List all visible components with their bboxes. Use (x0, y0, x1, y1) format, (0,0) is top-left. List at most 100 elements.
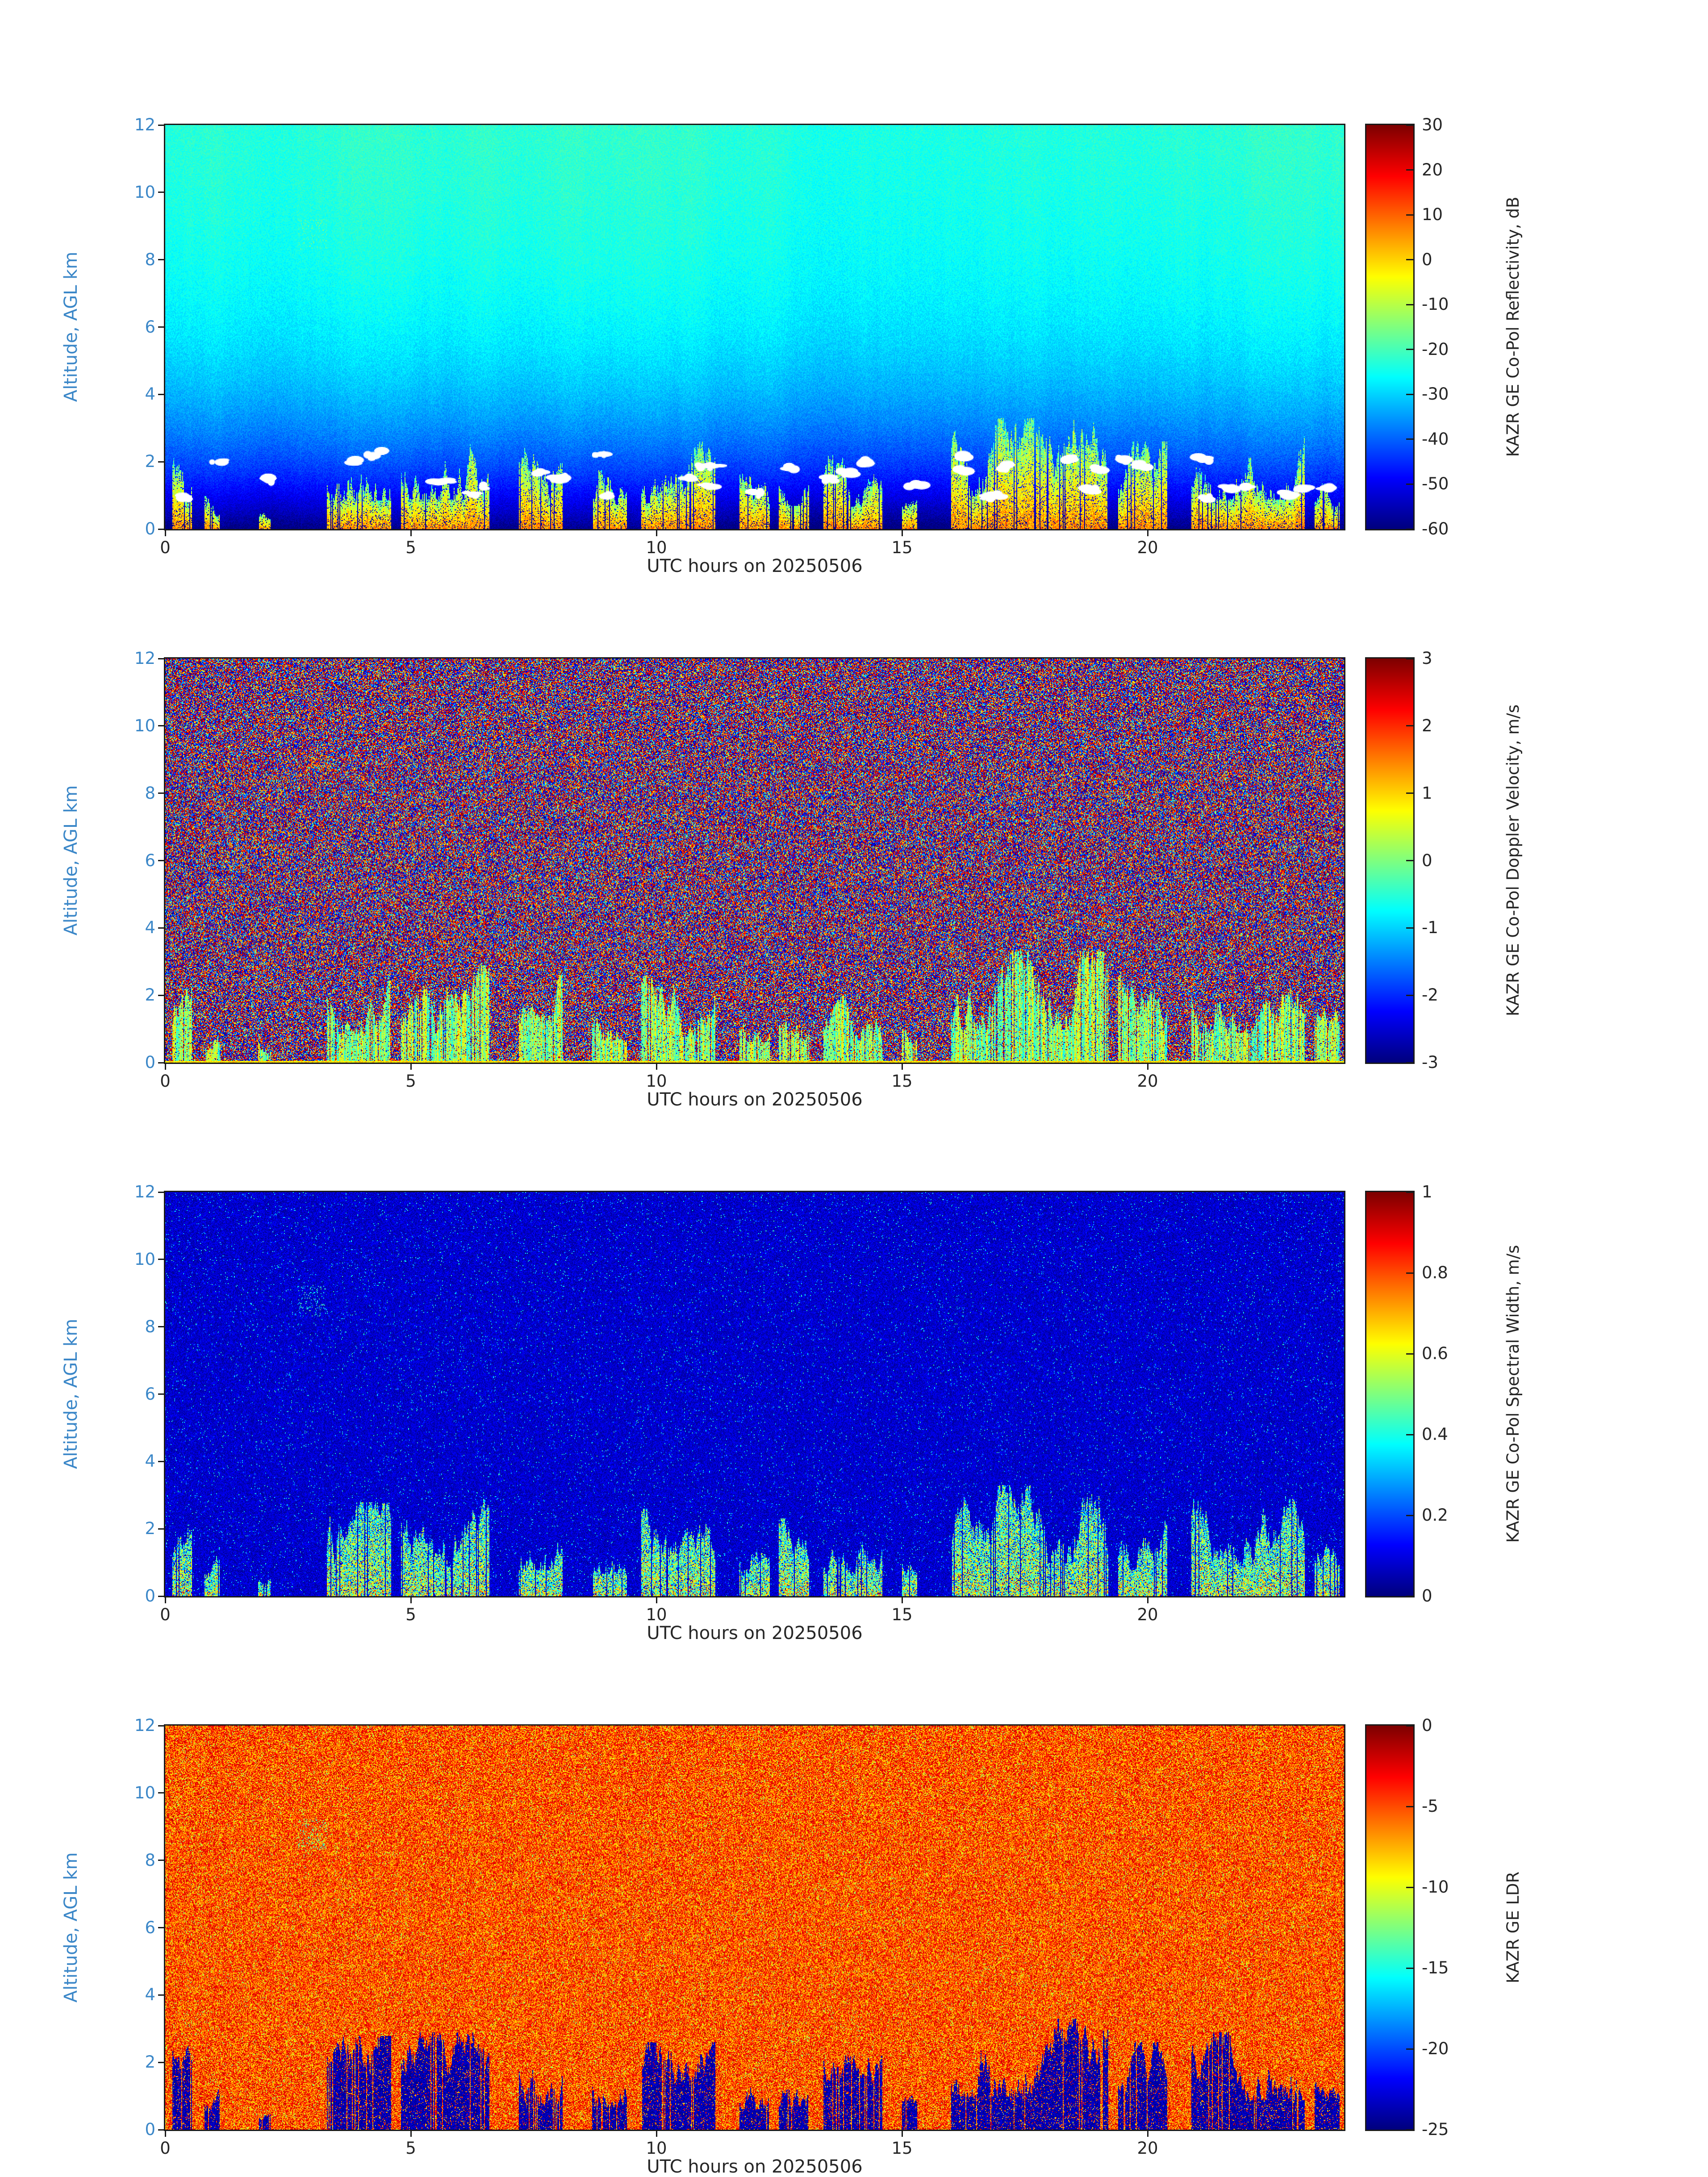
y-tick-mark (158, 860, 165, 861)
x-tick-label: 10 (646, 538, 667, 557)
colorbar-tick-mark (1406, 349, 1413, 350)
colorbar-tick-mark (1406, 1886, 1413, 1888)
x-tick-mark (901, 1063, 903, 1070)
y-tick-mark (158, 528, 165, 530)
y-tick-label: 8 (145, 1850, 155, 1870)
colorbar-tick-mark (1406, 1353, 1413, 1355)
y-tick-mark (158, 1792, 165, 1794)
x-tick-label: 15 (891, 2139, 913, 2158)
y-tick-label: 0 (145, 2120, 155, 2139)
y-tick-label: 12 (134, 1716, 155, 1735)
x-tick-label: 15 (891, 1605, 913, 1624)
panel-spectral-width: Altitude, AGL km KAZR GE Co-Pol Spectral… (0, 1109, 1708, 1643)
colorbar-tick-label: 20 (1422, 160, 1443, 179)
colorbar-tick-label: -20 (1422, 2039, 1449, 2058)
colorbar-tick-mark (1406, 1514, 1413, 1516)
colorbar-tick-mark (1406, 2129, 1413, 2131)
y-tick-mark (158, 393, 165, 395)
heatmap-ldr (165, 1726, 1344, 2130)
panel-reflectivity: Altitude, AGL km KAZR GE Co-Pol Reflecti… (0, 42, 1708, 576)
y-tick-label: 10 (134, 1249, 155, 1269)
colorbar-tick-mark (1406, 483, 1413, 485)
colorbar-tick-label: 1 (1422, 783, 1432, 803)
colorbar-tick-mark (1406, 438, 1413, 440)
heatmap-spectral-width (165, 1192, 1344, 1596)
colorbar-tick-mark (1406, 1595, 1413, 1597)
x-tick-label: 0 (160, 2139, 171, 2158)
colorbar-tick-mark (1406, 1062, 1413, 1063)
y-axis-label: Altitude, AGL km (61, 1852, 81, 2003)
x-tick-label: 10 (646, 1072, 667, 1091)
y-tick-label: 10 (134, 1783, 155, 1802)
colorbar-tick-label: -3 (1422, 1053, 1438, 1072)
colorbar-tick-label: -60 (1422, 519, 1449, 538)
panel-ldr: Altitude, AGL km KAZR GE LDR UTC hours o… (0, 1643, 1708, 2177)
x-tick-mark (901, 529, 903, 536)
y-tick-mark (158, 1062, 165, 1063)
y-tick-label: 2 (145, 2052, 155, 2072)
y-tick-label: 10 (134, 182, 155, 202)
y-tick-mark (158, 1725, 165, 1727)
y-tick-mark (158, 2061, 165, 2063)
x-tick-label: 5 (405, 1605, 416, 1624)
y-tick-mark (158, 1595, 165, 1597)
y-tick-label: 2 (145, 452, 155, 471)
y-tick-label: 4 (145, 918, 155, 938)
y-axis-label: Altitude, AGL km (61, 251, 81, 402)
y-tick-mark (158, 1927, 165, 1928)
y-axis-label: Altitude, AGL km (61, 785, 81, 936)
colorbar-tick-mark (1406, 214, 1413, 216)
colorbar-tick-mark (1406, 259, 1413, 261)
colorbar-tick-mark (1406, 124, 1413, 126)
x-tick-label: 20 (1137, 1605, 1158, 1624)
colorbar-tick-label: 0.8 (1422, 1263, 1448, 1282)
y-tick-mark (158, 1191, 165, 1193)
x-tick-label: 0 (160, 538, 171, 557)
y-tick-label: 8 (145, 783, 155, 803)
colorbar-tick-label: 30 (1422, 115, 1443, 134)
colorbar-tick-label: 1 (1422, 1182, 1432, 1201)
colorbar-tick-label: -25 (1422, 2120, 1449, 2139)
y-tick-label: 12 (134, 1182, 155, 1201)
x-tick-mark (1147, 1596, 1148, 1603)
colorbar-tick-label: 2 (1422, 716, 1432, 735)
x-tick-mark (1147, 1063, 1148, 1070)
colorbar-tick-label: 0 (1422, 250, 1432, 269)
colorbar-tick-mark (1406, 528, 1413, 530)
colorbar-tick-label: -20 (1422, 339, 1449, 359)
x-tick-label: 10 (646, 2139, 667, 2158)
y-tick-mark (158, 927, 165, 929)
colorbar-tick-mark (1406, 658, 1413, 659)
x-axis-label: UTC hours on 20250506 (647, 1623, 863, 1643)
colorbar-tick-label: 0.2 (1422, 1506, 1448, 1525)
x-tick-mark (656, 1063, 657, 1070)
colorbar-tick-mark (1406, 304, 1413, 305)
y-tick-label: 0 (145, 519, 155, 538)
y-tick-label: 0 (145, 1586, 155, 1606)
colorbar-tick-mark (1406, 1434, 1413, 1435)
x-tick-mark (164, 529, 166, 536)
colorbar-tick-mark (1406, 792, 1413, 794)
colorbar-label: KAZR GE LDR (1503, 1871, 1523, 1984)
colorbar-tick-mark (1406, 169, 1413, 171)
x-tick-label: 20 (1137, 538, 1158, 557)
y-tick-label: 12 (134, 649, 155, 668)
y-tick-mark (158, 326, 165, 328)
x-tick-mark (656, 529, 657, 536)
y-tick-label: 4 (145, 1985, 155, 2005)
colorbar-tick-label: 10 (1422, 205, 1443, 225)
y-tick-mark (158, 1460, 165, 1462)
x-tick-mark (164, 2130, 166, 2137)
x-tick-label: 20 (1137, 2139, 1158, 2158)
x-axis-label: UTC hours on 20250506 (647, 2156, 863, 2177)
y-tick-mark (158, 461, 165, 463)
colorbar-label: KAZR GE Co-Pol Spectral Width, m/s (1503, 1245, 1523, 1543)
x-tick-label: 15 (891, 1072, 913, 1091)
colorbar-tick-label: 0.6 (1422, 1344, 1448, 1363)
y-tick-mark (158, 792, 165, 794)
y-tick-mark (158, 1528, 165, 1530)
colorbar-tick-mark (1406, 1725, 1413, 1727)
x-tick-label: 10 (646, 1605, 667, 1624)
x-tick-label: 0 (160, 1072, 171, 1091)
colorbar-tick-label: -2 (1422, 985, 1438, 1005)
